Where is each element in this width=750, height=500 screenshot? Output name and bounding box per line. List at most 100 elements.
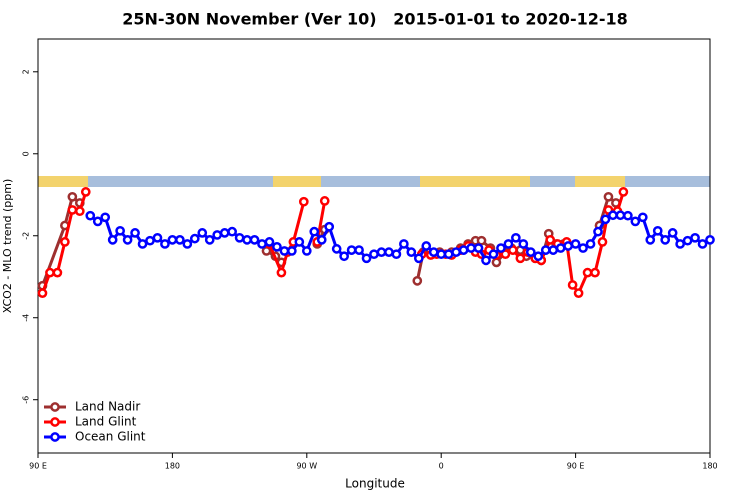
x-tick-label: 180 [702, 462, 717, 471]
data-point [197, 228, 208, 238]
y-tick-label: -4 [22, 314, 31, 322]
data-point [590, 267, 600, 278]
data-point [287, 246, 297, 256]
data-point [548, 245, 559, 255]
data-point [597, 237, 608, 247]
data-point [525, 247, 536, 257]
data-point [298, 196, 309, 207]
data-point [227, 226, 237, 237]
data-point [603, 191, 614, 202]
land-band [575, 176, 625, 187]
data-point [152, 232, 163, 243]
data-point [175, 235, 185, 245]
data-point [115, 225, 125, 236]
data-point [451, 247, 461, 257]
data-point [264, 237, 275, 247]
data-point [600, 214, 611, 225]
data-point [476, 235, 487, 246]
legend-label: Land Nadir [75, 400, 140, 414]
data-point [496, 243, 506, 253]
data-point [503, 239, 514, 249]
x-tick-label: 90 W [296, 462, 317, 471]
data-point [319, 196, 330, 206]
data-point [249, 235, 260, 245]
data-point [705, 235, 715, 245]
data-point [391, 249, 402, 260]
data-point [615, 210, 626, 221]
data-point [413, 253, 424, 264]
x-tick-label: 90 E [567, 462, 585, 471]
data-point [182, 239, 193, 249]
x-axis-label: Longitude [345, 477, 405, 491]
legend-marker [50, 402, 60, 412]
data-point [511, 232, 521, 243]
data-point [623, 210, 633, 221]
y-tick-label: -2 [22, 232, 31, 240]
data-point [481, 255, 491, 266]
data-point [515, 253, 526, 264]
y-tick-label: -6 [22, 396, 31, 404]
data-point [667, 228, 678, 238]
data-point [582, 267, 593, 278]
data-point [428, 247, 439, 257]
data-point [85, 210, 96, 221]
data-point [645, 235, 656, 245]
data-point [316, 235, 327, 245]
data-point [573, 288, 584, 298]
data-point [74, 206, 85, 217]
data-point [272, 241, 282, 252]
data-point [331, 244, 342, 254]
data-point [339, 251, 349, 262]
legend-label: Land Glint [75, 415, 137, 429]
data-point [555, 243, 566, 253]
data-point [652, 225, 663, 236]
data-point [234, 232, 245, 243]
data-point [545, 235, 556, 245]
data-point [257, 239, 267, 249]
data-point [406, 247, 417, 257]
data-point [500, 249, 511, 260]
data-point [52, 267, 63, 278]
data-point [37, 288, 48, 298]
legend-marker [50, 417, 60, 427]
data-point [585, 239, 596, 249]
data-point [309, 226, 320, 237]
y-tick-label: 2 [22, 69, 31, 74]
data-point [412, 275, 423, 286]
data-point [219, 228, 230, 238]
data-point [660, 235, 671, 245]
data-point [690, 232, 700, 243]
data-point [508, 245, 518, 255]
data-point [107, 235, 118, 245]
data-point [67, 191, 78, 202]
data-point [675, 239, 685, 249]
data-point [167, 235, 178, 245]
data-point [92, 216, 103, 227]
data-point [608, 210, 618, 221]
data-point [361, 253, 372, 264]
data-point [276, 267, 287, 278]
ocean-band [38, 176, 710, 187]
legend-label: Ocean Glint [75, 430, 146, 444]
data-point [488, 249, 499, 260]
data-point [160, 239, 170, 249]
data-point [421, 241, 432, 251]
land-band [420, 176, 530, 187]
data-point [593, 226, 603, 237]
data-point [294, 237, 305, 247]
land-band [273, 176, 321, 187]
map-strip [38, 176, 710, 187]
data-point [242, 235, 252, 245]
data-point [80, 187, 91, 197]
data-point [443, 249, 454, 260]
data-point [458, 245, 469, 255]
data-point [637, 212, 648, 223]
data-point [67, 205, 78, 215]
data-point [473, 243, 484, 253]
data-point [346, 245, 357, 255]
x-tick-label: 90 E [29, 462, 47, 471]
plot-frame [37, 38, 711, 454]
data-point [369, 249, 379, 260]
